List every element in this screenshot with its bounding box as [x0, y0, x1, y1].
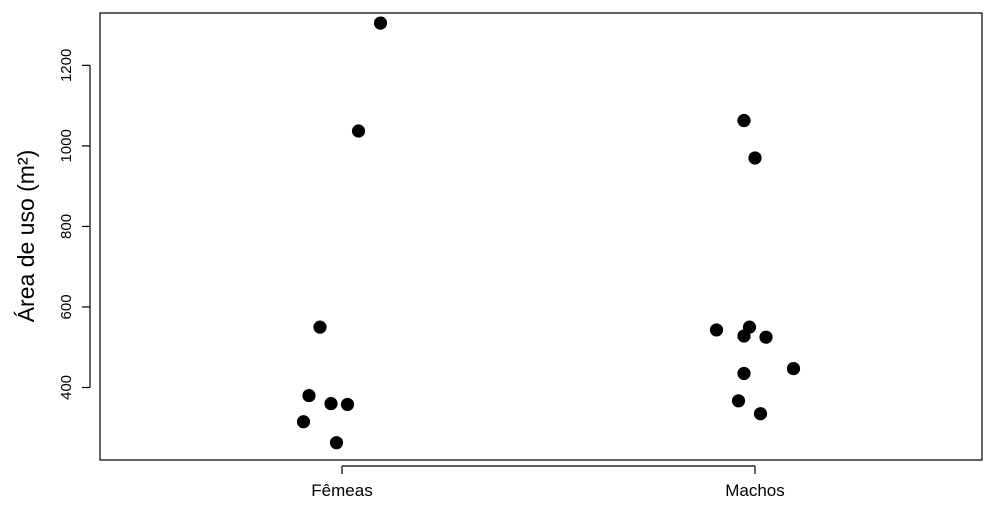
data-points [296, 16, 801, 450]
data-point [737, 113, 751, 128]
data-point [759, 330, 773, 344]
data-point [313, 320, 327, 334]
x-axis: Fêmeas Machos [311, 465, 785, 500]
data-point [340, 397, 355, 412]
x-category-label: Machos [725, 481, 785, 500]
data-point [737, 366, 751, 381]
data-point [296, 415, 311, 429]
y-tick-label: 1200 [58, 49, 75, 82]
data-point [742, 320, 757, 334]
data-point [351, 124, 366, 138]
y-axis-label: Área de uso (m²) [13, 150, 39, 323]
data-point [373, 16, 388, 30]
y-tick-label: 1000 [58, 129, 75, 162]
data-point [731, 394, 746, 408]
data-point [786, 361, 801, 376]
data-point [329, 436, 344, 450]
plot-frame [99, 12, 983, 461]
data-point [324, 397, 338, 411]
y-tick-label: 400 [58, 375, 75, 400]
y-axis: 400 600 800 1000 1200 [58, 49, 91, 400]
y-tick-label: 600 [58, 294, 75, 319]
data-point [753, 407, 768, 421]
data-point [709, 323, 724, 337]
data-point [302, 388, 316, 403]
y-tick-label: 800 [58, 214, 75, 239]
data-point [748, 151, 762, 165]
x-category-label: Fêmeas [311, 481, 372, 500]
